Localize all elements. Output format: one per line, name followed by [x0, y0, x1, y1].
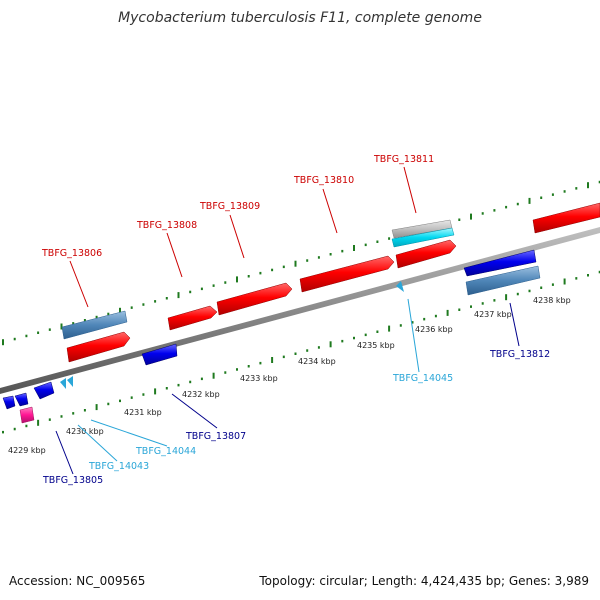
cds-reverse-arrow[interactable]: [33, 381, 55, 400]
cds-forward-arrow[interactable]: [395, 239, 457, 269]
kbp-label: 4231 kbp: [124, 408, 162, 417]
accession-text: Accession: NC_009565: [9, 574, 146, 588]
cds-forward-arrow[interactable]: [216, 282, 293, 316]
gene-label-tbfg-14044[interactable]: TBFG_14044: [135, 446, 196, 457]
kbp-label: 4232 kbp: [182, 390, 220, 399]
gene-label-tbfg-14043[interactable]: TBFG_14043: [88, 461, 149, 472]
kbp-label: 4229 kbp: [8, 446, 46, 455]
rna-feature-arrow[interactable]: [67, 376, 73, 387]
kbp-label: 4235 kbp: [357, 341, 395, 350]
cds-forward-arrow[interactable]: [66, 331, 131, 363]
pseudogene-bar[interactable]: [19, 406, 35, 424]
gene-labels: TBFG_13806 TBFG_13808 TBFG_13809 TBFG_13…: [41, 154, 550, 486]
gene-label-tbfg-13805[interactable]: TBFG_13805: [42, 475, 103, 486]
kbp-label: 4238 kbp: [533, 296, 571, 305]
gene-label-tbfg-13811[interactable]: TBFG_13811: [373, 154, 434, 165]
cds-reverse-arrow[interactable]: [2, 395, 16, 410]
cds-reverse-arrow[interactable]: [14, 392, 29, 407]
cds-forward-arrow[interactable]: [167, 305, 218, 331]
gene-label-tbfg-13808[interactable]: TBFG_13808: [136, 220, 197, 231]
reverse-features: [2, 249, 541, 424]
cds-forward-arrow[interactable]: [532, 202, 600, 234]
kbp-label: 4234 kbp: [298, 357, 336, 366]
kbp-label: 4237 kbp: [474, 310, 512, 319]
gene-feature-bar[interactable]: [61, 310, 128, 340]
rna-feature-bar[interactable]: [391, 227, 455, 248]
gene-label-tbfg-14045[interactable]: TBFG_14045: [392, 373, 453, 384]
map-title: Mycobacterium tuberculosis F11, complete…: [118, 10, 482, 26]
gene-label-tbfg-13810[interactable]: TBFG_13810: [293, 175, 354, 186]
forward-features: [61, 202, 600, 363]
reverse-tick-row: [2, 270, 600, 434]
rna-feature-arrow[interactable]: [396, 281, 404, 292]
gene-label-tbfg-13806[interactable]: TBFG_13806: [41, 248, 102, 259]
cds-reverse-arrow[interactable]: [141, 343, 178, 366]
cds-reverse-arrow[interactable]: [463, 249, 537, 277]
label-leader-lines: [55, 166, 520, 475]
gene-label-tbfg-13807[interactable]: TBFG_13807: [185, 431, 246, 442]
kbp-label: 4233 kbp: [240, 374, 278, 383]
genome-stats-text: Topology: circular; Length: 4,424,435 bp…: [259, 574, 589, 588]
gene-label-tbfg-13812[interactable]: TBFG_13812: [489, 349, 550, 360]
rna-feature-arrow[interactable]: [60, 378, 66, 389]
kbp-label: 4236 kbp: [415, 325, 453, 334]
gene-feature-bar[interactable]: [465, 265, 541, 296]
gene-label-tbfg-13809[interactable]: TBFG_13809: [199, 201, 260, 212]
cds-forward-arrow[interactable]: [299, 255, 395, 293]
